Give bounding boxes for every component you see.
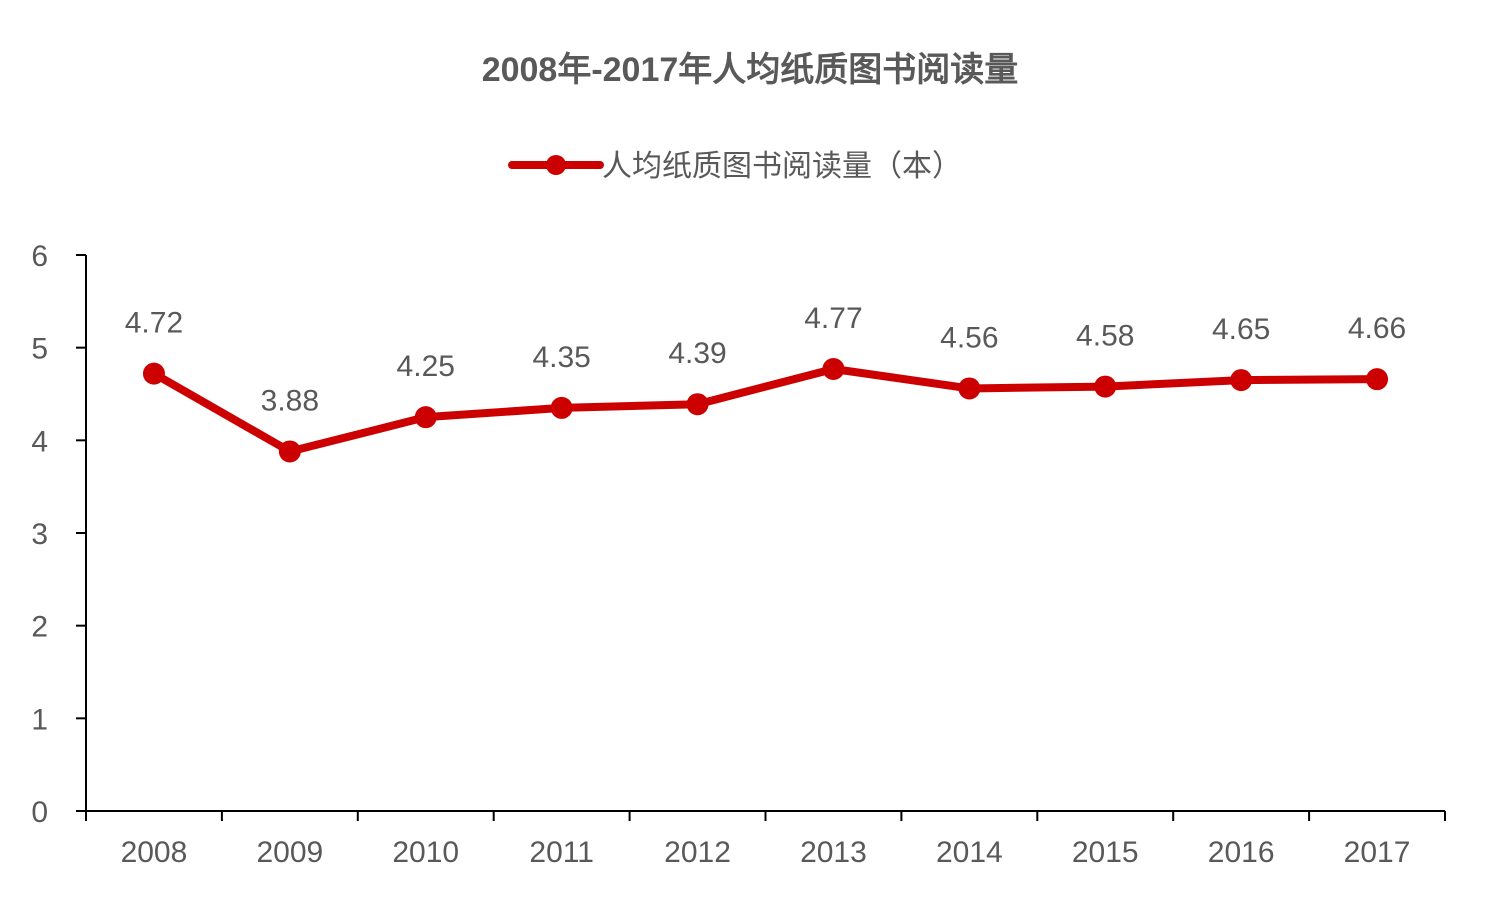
data-label: 4.58 (1076, 320, 1134, 353)
data-point (142, 362, 165, 385)
data-point (1366, 368, 1389, 391)
x-tick-label: 2016 (1208, 836, 1275, 869)
legend-marker (546, 155, 566, 175)
x-tick-label: 2017 (1344, 836, 1411, 869)
data-label: 4.25 (397, 350, 455, 383)
chart-title: 2008年-2017年人均纸质图书阅读量 (481, 51, 1019, 89)
y-tick-label: 5 (31, 333, 48, 366)
y-tick-label: 2 (31, 611, 48, 644)
data-label: 4.56 (940, 321, 998, 354)
y-tick-label: 6 (31, 240, 48, 273)
x-tick-label: 2011 (529, 836, 594, 869)
x-tick-label: 2014 (936, 836, 1003, 869)
data-point (958, 377, 981, 400)
data-label: 4.77 (804, 302, 862, 335)
x-tick-label: 2010 (392, 836, 459, 869)
data-point (550, 396, 573, 419)
data-point (278, 440, 301, 463)
y-tick-label: 4 (31, 425, 48, 458)
data-label: 4.39 (668, 337, 726, 370)
x-tick-label: 2015 (1072, 836, 1139, 869)
x-tick-label: 2012 (664, 836, 731, 869)
data-point (686, 393, 709, 416)
legend-label: 人均纸质图书阅读量（本） (602, 149, 962, 184)
data-point (414, 406, 437, 429)
data-label: 3.88 (261, 384, 319, 417)
data-label: 4.72 (125, 307, 183, 340)
x-tick-label: 2008 (121, 836, 188, 869)
data-label: 4.66 (1348, 312, 1406, 345)
x-tick-label: 2013 (800, 836, 867, 869)
series-line (149, 364, 1382, 456)
y-tick-label: 0 (31, 796, 48, 829)
y-tick-label: 1 (31, 703, 48, 736)
data-point (1230, 369, 1253, 392)
data-label: 4.35 (532, 341, 590, 374)
data-point (1094, 375, 1117, 398)
y-tick-label: 3 (31, 518, 48, 551)
data-point (822, 357, 845, 380)
x-tick-label: 2009 (256, 836, 323, 869)
data-label: 4.65 (1212, 313, 1270, 346)
